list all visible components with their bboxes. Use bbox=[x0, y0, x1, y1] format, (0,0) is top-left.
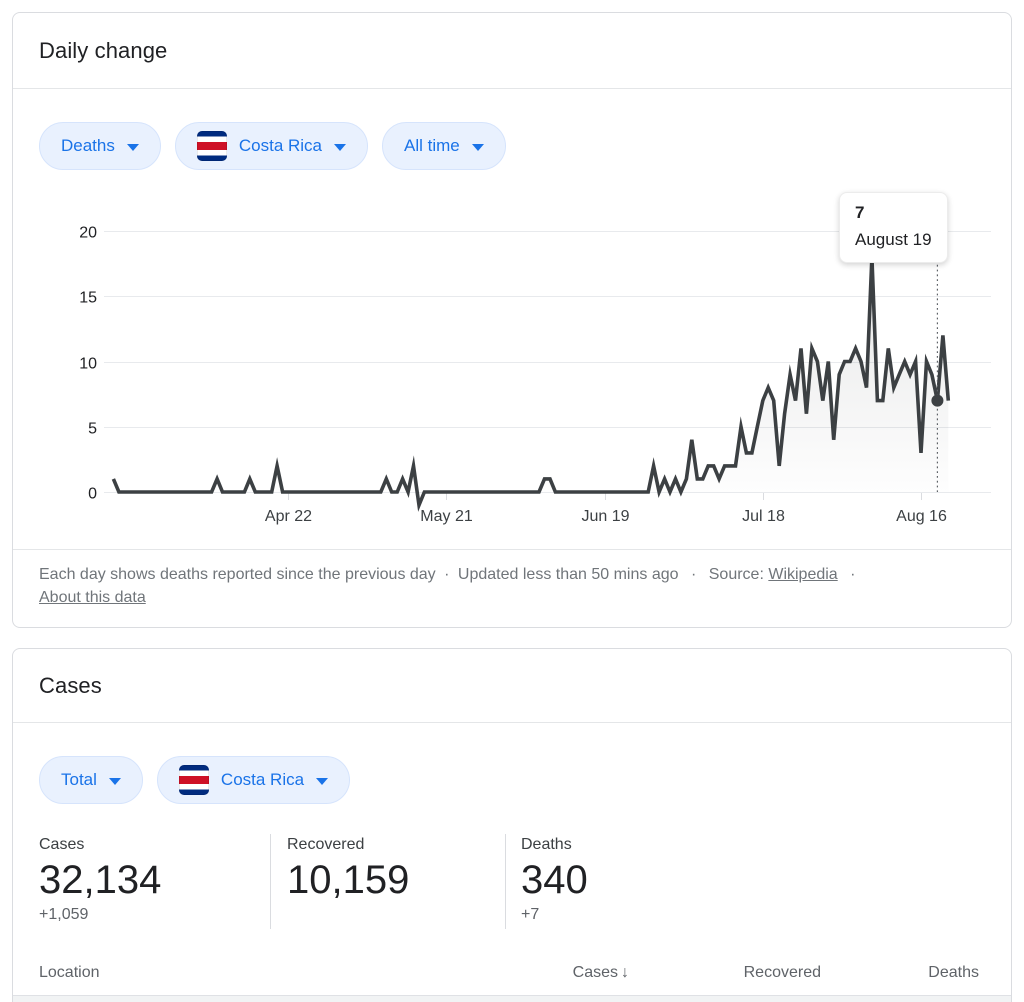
daily-change-chart[interactable]: 0 5 10 15 20 Apr 22 May 21 Jun 19 Jul 18 Aug 16 7… bbox=[13, 190, 1011, 540]
y-axis-label: 10 bbox=[79, 356, 97, 373]
stat-cases-label: Cases bbox=[39, 836, 85, 853]
sort-descending-icon: ↓ bbox=[621, 963, 629, 981]
cases-header: Cases bbox=[13, 649, 1011, 723]
summary-stats: Cases 32,134 +1,059 Recovered 10,159 Dea… bbox=[13, 834, 1011, 929]
dot-separator: · bbox=[690, 566, 697, 583]
stat-recovered-delta bbox=[287, 906, 505, 925]
metric-filter-label: Deaths bbox=[61, 136, 115, 155]
locations-table-header: Location Cases ↓ Recovered Deaths bbox=[13, 956, 1011, 989]
y-axis-label: 0 bbox=[88, 486, 97, 503]
x-axis-label: May 21 bbox=[420, 508, 473, 525]
tooltip-value: 7 bbox=[855, 203, 865, 222]
table-row[interactable] bbox=[13, 996, 1011, 1002]
tooltip-date: August 19 bbox=[855, 230, 932, 249]
chevron-down-icon bbox=[471, 143, 484, 151]
line-chart-canvas[interactable]: 0 5 10 15 20 Apr 22 May 21 Jun 19 Jul 18 Aug 16 bbox=[13, 190, 1012, 540]
chart-line-series bbox=[111, 257, 951, 512]
chart-tooltip: 7 August 19 bbox=[839, 192, 948, 263]
chevron-down-icon bbox=[316, 777, 329, 785]
column-header-cases-sorted[interactable]: Cases ↓ bbox=[463, 964, 629, 982]
timerange-filter-label: All time bbox=[404, 136, 460, 155]
column-header-cases-label: Cases bbox=[572, 963, 618, 981]
stat-cases-delta: +1,059 bbox=[39, 906, 89, 923]
region-filter-chip[interactable]: Costa Rica bbox=[156, 756, 351, 804]
cases-title: Cases bbox=[39, 672, 102, 698]
stat-recovered: Recovered 10,159 bbox=[270, 834, 505, 929]
chart-area-fill bbox=[113, 257, 949, 506]
chevron-down-icon bbox=[108, 777, 121, 785]
x-axis-label: Jun 19 bbox=[581, 508, 629, 525]
x-axis-label: Aug 16 bbox=[896, 508, 947, 525]
timerange-filter-chip[interactable]: All time bbox=[382, 122, 506, 170]
x-axis-label: Jul 18 bbox=[742, 508, 785, 525]
stat-deaths: Deaths 340 +7 bbox=[505, 834, 745, 929]
footnote-description: Each day shows deaths reported since the… bbox=[39, 566, 436, 583]
costa-rica-flag-icon bbox=[196, 131, 227, 161]
dot-separator: · bbox=[444, 566, 450, 583]
column-header-location: Location bbox=[39, 963, 100, 981]
divider bbox=[13, 549, 1011, 550]
stat-cases: Cases 32,134 +1,059 bbox=[39, 834, 270, 929]
costa-rica-flag-icon bbox=[178, 765, 209, 795]
total-filter-label: Total bbox=[61, 770, 97, 789]
y-axis-label: 20 bbox=[79, 225, 97, 242]
x-axis-label: Apr 22 bbox=[265, 508, 312, 525]
footnote-source-label: Source: bbox=[708, 566, 764, 583]
region-filter-label: Costa Rica bbox=[220, 770, 305, 789]
daily-change-header: Daily change bbox=[13, 13, 1011, 89]
stat-recovered-value: 10,159 bbox=[287, 858, 410, 902]
divider bbox=[13, 995, 1011, 996]
metric-filter-chip[interactable]: Deaths bbox=[39, 122, 161, 170]
dot-separator: · bbox=[850, 566, 856, 583]
daily-change-title: Daily change bbox=[39, 37, 168, 63]
stat-deaths-delta: +7 bbox=[521, 906, 540, 923]
chevron-down-icon bbox=[126, 143, 139, 151]
total-filter-chip[interactable]: Total bbox=[39, 756, 143, 804]
y-axis-label: 5 bbox=[88, 421, 97, 438]
chart-x-axis: Apr 22 May 21 Jun 19 Jul 18 Aug 16 bbox=[265, 493, 947, 525]
highlight-point bbox=[931, 394, 944, 407]
chevron-down-icon bbox=[334, 143, 347, 151]
stat-deaths-label: Deaths bbox=[521, 836, 572, 853]
daily-change-card: Daily change Deaths Costa Rica All time … bbox=[12, 12, 1012, 628]
stat-cases-value: 32,134 bbox=[39, 858, 162, 902]
daily-change-filters: Deaths Costa Rica All time bbox=[13, 89, 1011, 170]
about-this-data-link[interactable]: About this data bbox=[39, 589, 146, 606]
cases-card: Cases Total Costa Rica Cases 32,134 +1,0… bbox=[12, 648, 1012, 1002]
stat-deaths-value: 340 bbox=[521, 858, 588, 902]
footnote-updated: Updated less than 50 mins ago bbox=[457, 566, 679, 583]
region-filter-label: Costa Rica bbox=[238, 136, 323, 155]
chart-footnote: Each day shows deaths reported since the… bbox=[13, 550, 1011, 627]
cases-filters: Total Costa Rica bbox=[13, 723, 1011, 804]
region-filter-chip[interactable]: Costa Rica bbox=[174, 122, 369, 170]
stat-recovered-label: Recovered bbox=[287, 836, 365, 853]
column-header-recovered[interactable]: Recovered bbox=[743, 963, 821, 981]
wikipedia-link[interactable]: Wikipedia bbox=[768, 566, 838, 583]
column-header-deaths[interactable]: Deaths bbox=[928, 963, 979, 981]
y-axis-label: 15 bbox=[79, 290, 97, 307]
